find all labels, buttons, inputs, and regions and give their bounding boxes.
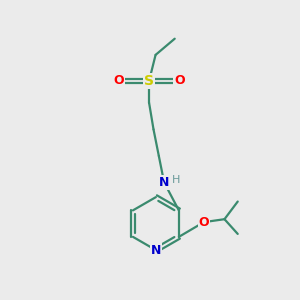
Text: H: H [172, 175, 181, 185]
Text: O: O [199, 216, 209, 229]
Text: O: O [174, 74, 185, 87]
Text: N: N [151, 244, 161, 256]
Text: O: O [113, 74, 124, 87]
Text: N: N [159, 176, 169, 189]
Text: S: S [144, 74, 154, 88]
